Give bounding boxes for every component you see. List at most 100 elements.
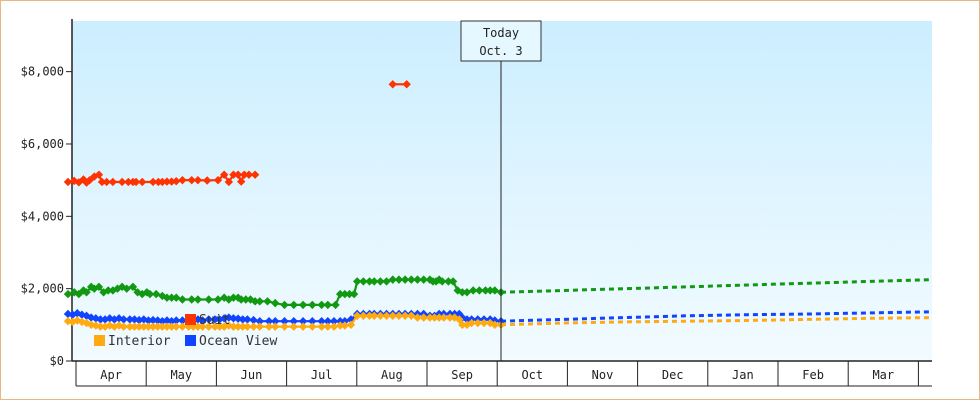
data-point (138, 177, 147, 187)
x-tick-label: May (170, 368, 192, 382)
data-point (376, 277, 385, 286)
data-point (490, 320, 500, 330)
data-point (90, 284, 99, 293)
plot-area (72, 21, 932, 361)
data-point (63, 177, 73, 187)
data-point (204, 322, 213, 331)
data-point (148, 322, 158, 331)
data-point (376, 311, 385, 320)
data-point (238, 322, 247, 331)
data-point (388, 80, 397, 89)
data-point (298, 322, 308, 331)
data-point (369, 277, 379, 286)
data-point (229, 314, 238, 323)
data-point (117, 177, 127, 187)
data-point (233, 293, 243, 302)
data-point (148, 177, 158, 187)
data-point (94, 282, 104, 292)
data-point (198, 322, 207, 331)
data-point (473, 318, 483, 328)
data-point (448, 277, 458, 286)
data-point (407, 311, 416, 320)
data-point (271, 298, 280, 308)
data-point (298, 317, 308, 326)
data-point (124, 177, 133, 187)
data-point (178, 322, 187, 331)
legend-item-interior: Interior (94, 334, 171, 349)
y-tick-label: $6,000 (21, 137, 64, 151)
y-tick-label: $4,000 (21, 209, 64, 223)
data-point (178, 295, 187, 304)
data-point (210, 322, 220, 331)
data-point (142, 288, 152, 297)
data-point (86, 320, 96, 330)
data-point (241, 295, 251, 304)
data-point (193, 175, 203, 185)
legend-label: Suit (199, 313, 230, 328)
data-point (359, 311, 368, 320)
data-point (335, 289, 345, 299)
data-point (249, 315, 258, 325)
data-point (202, 176, 212, 185)
data-point (402, 80, 411, 89)
data-point (178, 316, 187, 325)
data-point (394, 275, 404, 284)
data-point (413, 313, 422, 322)
data-point (97, 177, 107, 187)
data-point (238, 315, 247, 324)
data-point (419, 313, 428, 322)
x-tick-label: Aug (381, 368, 403, 382)
data-point (445, 313, 455, 322)
data-point (481, 286, 490, 295)
data-point (359, 277, 368, 286)
data-point (369, 311, 379, 320)
data-point (340, 317, 350, 326)
data-point (96, 322, 105, 331)
y-tick-label: $8,000 (21, 65, 64, 79)
data-point (167, 293, 176, 302)
series-lines (63, 80, 506, 331)
data-point (244, 170, 254, 179)
today-label: Today (483, 26, 519, 40)
data-point (349, 289, 359, 299)
data-point (240, 170, 249, 179)
data-point (210, 315, 220, 324)
data-point (139, 322, 148, 331)
data-point (229, 293, 238, 302)
data-point (340, 289, 350, 299)
data-point (158, 322, 167, 331)
legend-swatch (94, 335, 105, 346)
x-tick-label: Mar (872, 368, 894, 382)
data-point (119, 315, 128, 324)
data-point (119, 322, 128, 331)
data-point (219, 170, 229, 179)
data-point (289, 317, 298, 326)
data-point (187, 295, 196, 304)
data-point (425, 313, 435, 322)
data-point (475, 286, 484, 295)
y-tick-label: $0 (50, 354, 64, 368)
data-point (204, 315, 213, 324)
data-point (407, 275, 416, 284)
x-tick-label: Jun (241, 368, 263, 382)
legend-swatch (185, 314, 196, 325)
data-point (298, 300, 308, 310)
legend-item-suite: Suit (185, 313, 230, 328)
data-point (323, 300, 332, 310)
data-point (289, 300, 298, 310)
data-point (467, 318, 476, 328)
data-point (249, 322, 258, 331)
data-point (280, 300, 289, 310)
data-point (237, 177, 246, 186)
x-tick-label: Feb (802, 368, 824, 382)
y-tick-label: $2,000 (21, 282, 64, 296)
data-point (148, 315, 158, 325)
data-point (63, 289, 73, 299)
data-point (280, 322, 289, 331)
data-point (468, 286, 478, 295)
data-point (400, 275, 410, 284)
data-point (335, 321, 345, 330)
data-point (340, 321, 350, 330)
data-point (233, 170, 243, 179)
